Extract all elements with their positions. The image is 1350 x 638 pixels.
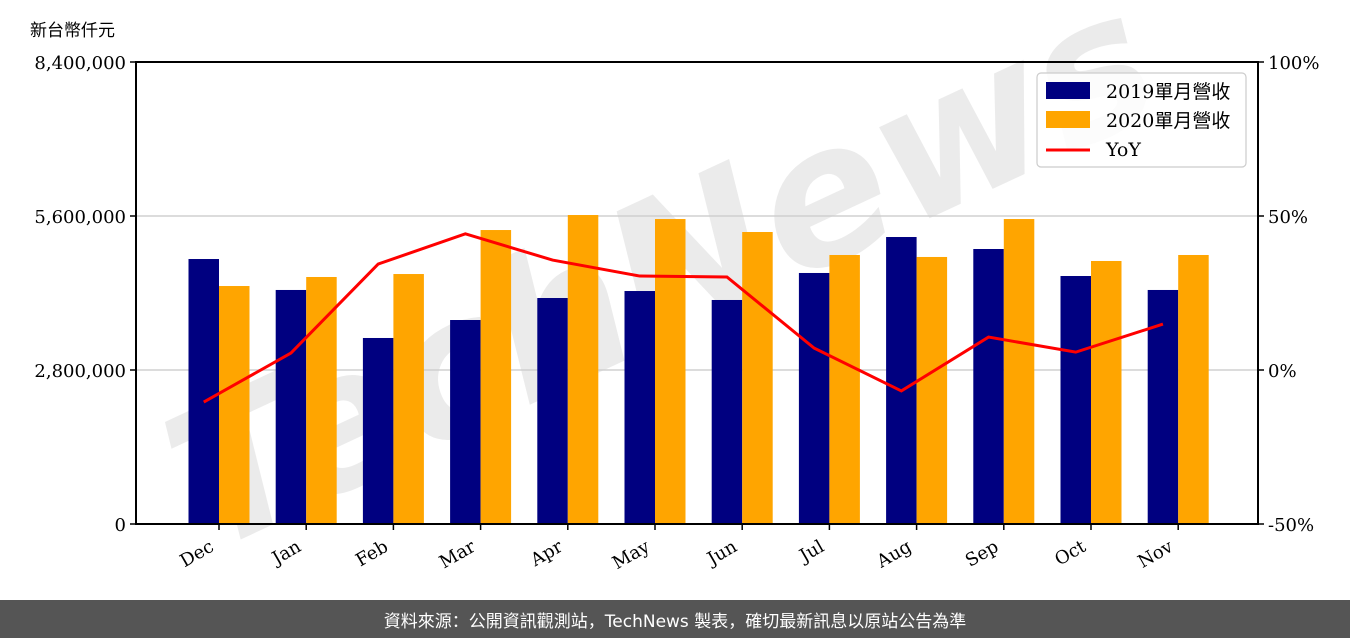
yoy-line (203, 232, 1164, 404)
x-tick-label: Mar (436, 536, 480, 573)
x-tick-label: Nov (1134, 536, 1177, 573)
bar-2020單月營收 (1003, 219, 1035, 524)
bar-2019單月營收 (1060, 276, 1091, 524)
bar-2019單月營收 (973, 249, 1004, 524)
bar-2020單月營收 (480, 230, 512, 524)
legend-label: 2020單月營收 (1106, 110, 1230, 132)
bar-2019單月營收 (362, 337, 394, 524)
bar-2020單月營收 (655, 219, 686, 524)
bar-2020單月營收 (742, 232, 773, 524)
legend-label: 2019單月營收 (1106, 81, 1230, 103)
bar-2020單月營收 (393, 274, 424, 524)
bar-2019單月營收 (188, 259, 219, 524)
x-tick-label: Jul (794, 536, 828, 568)
bar-2020單月營收 (567, 215, 599, 524)
bar-2020單月營收 (916, 256, 948, 524)
bar-2020單月營收 (829, 254, 860, 524)
y2-tick-label: 100% (1268, 53, 1319, 74)
y-tick-label: 5,600,000 (34, 207, 126, 228)
y-tick-label: 2,800,000 (34, 361, 126, 382)
x-tick-label: Jun (702, 536, 741, 571)
x-tick-label: Oct (1051, 536, 1090, 571)
bar-2019單月營收 (1147, 289, 1179, 524)
x-tick-label: Apr (526, 536, 566, 571)
x-tick-label: Aug (872, 536, 915, 573)
y-tick-label: 8,400,000 (34, 53, 126, 74)
bar-2020單月營收 (1178, 254, 1209, 524)
y2-tick-label: 50% (1268, 207, 1308, 228)
bar-2019單月營收 (798, 272, 830, 524)
y-axis-unit-label: 新台幣仟元 (30, 21, 115, 41)
legend-label: YoY (1105, 139, 1141, 161)
bar-2019單月營收 (450, 320, 481, 524)
bar-2020單月營收 (306, 276, 337, 524)
bar-2019單月營收 (886, 237, 917, 524)
bar-2019單月營收 (711, 299, 743, 524)
revenue-chart: TechNews02,800,0005,600,0008,400,000-50%… (34, 0, 1319, 594)
x-tick-label: Feb (352, 536, 392, 571)
x-tick-label: May (609, 536, 654, 574)
plot-frame (135, 61, 1259, 525)
bar-2020單月營收 (1091, 260, 1122, 524)
bar-2019單月營收 (624, 291, 655, 524)
y2-tick-label: 0% (1268, 361, 1297, 382)
bar-2019單月營收 (537, 298, 568, 524)
y2-tick-label: -50% (1268, 515, 1314, 536)
x-tick-label: Sep (962, 536, 1002, 571)
source-footer: 資料來源：公開資訊觀測站，TechNews 製表，確切最新訊息以原站公告為準 (0, 600, 1350, 638)
bar-2019單月營收 (275, 289, 307, 524)
bar-2020單月營收 (219, 286, 250, 524)
y-tick-label: 0 (115, 515, 126, 536)
